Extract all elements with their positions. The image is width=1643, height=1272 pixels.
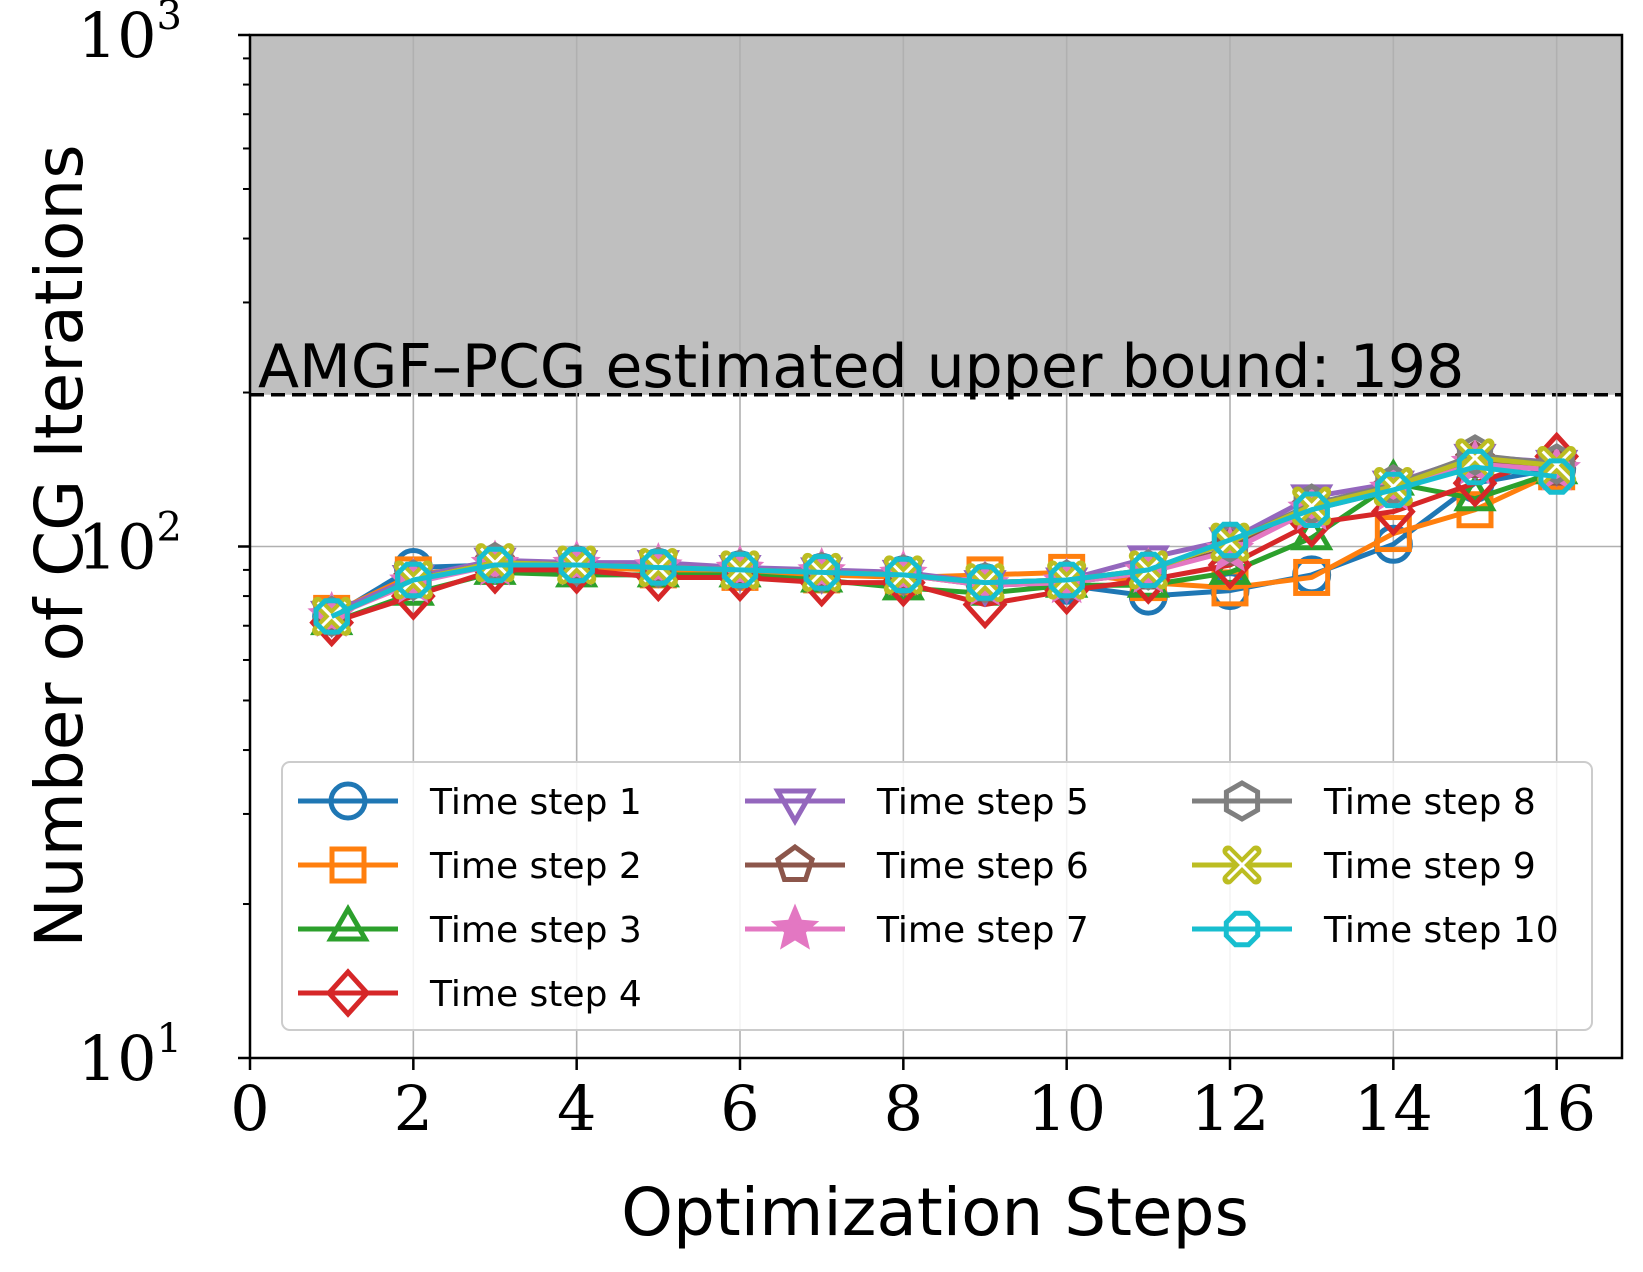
x-tick-label: 4 [557, 1072, 596, 1145]
legend-item-3: Time step 3 [298, 903, 642, 951]
series-8 [313, 434, 1575, 638]
data-point [558, 546, 595, 584]
legend-label: Time step 3 [429, 910, 642, 951]
legend-label: Time step 5 [876, 782, 1089, 823]
series-line [330, 464, 1557, 619]
series-line [330, 454, 1558, 625]
legend-label: Time step 4 [429, 974, 642, 1015]
legend-item-5: Time step 5 [745, 782, 1089, 827]
legend-item-8: Time step 8 [1192, 780, 1536, 823]
legend-marker [328, 781, 368, 821]
legend-label: Time step 9 [1323, 846, 1536, 887]
x-tick-label: 2 [394, 1072, 433, 1145]
x-tick-label: 16 [1517, 1072, 1596, 1145]
legend-label: Time step 10 [1323, 910, 1559, 951]
legend-marker [1223, 910, 1261, 948]
x-tick-label: 0 [230, 1072, 269, 1145]
legend-marker [773, 788, 817, 827]
x-tick-label: 6 [720, 1072, 759, 1145]
legend-item-9: Time step 9 [1192, 845, 1536, 887]
data-point [1456, 448, 1494, 486]
data-point [1374, 515, 1412, 553]
legend-item-1: Time step 1 [298, 781, 642, 823]
series-line [330, 469, 1558, 625]
data-point [885, 556, 922, 594]
data-point [1293, 491, 1330, 528]
x-tick-label: 10 [1027, 1072, 1106, 1145]
legend-marker [774, 843, 816, 883]
legend-marker [326, 903, 370, 942]
y-tick-label: 102 [78, 505, 182, 584]
legend-box [281, 761, 1593, 1031]
x-tick-label: 12 [1191, 1072, 1270, 1145]
data-point [803, 554, 840, 591]
data-point [1375, 471, 1412, 509]
legend-item-6: Time step 6 [745, 843, 1089, 887]
legend-label: Time step 6 [876, 846, 1089, 887]
series-10 [313, 448, 1575, 635]
legend-label: Time step 7 [876, 910, 1089, 951]
data-point [313, 598, 350, 635]
data-point [395, 561, 432, 599]
legend-item-10: Time step 10 [1192, 910, 1559, 951]
data-point [640, 549, 677, 586]
legend-marker [1223, 780, 1261, 822]
data-point [476, 546, 514, 584]
upper-bound-label: AMGF–PCG estimated upper bound: 198 [258, 332, 1464, 402]
x-tick-label: 14 [1354, 1072, 1433, 1145]
x-axis-label: Optimization Steps [621, 1174, 1249, 1251]
legend-marker [329, 846, 367, 884]
legend-marker [770, 903, 820, 950]
legend-item-4: Time step 4 [298, 968, 642, 1018]
legend-item-2: Time step 2 [298, 846, 642, 887]
legend-label: Time step 2 [429, 846, 642, 887]
data-point [721, 551, 759, 589]
data-point [1130, 551, 1167, 589]
legend-label: Time step 1 [429, 782, 642, 823]
data-point [1538, 458, 1575, 495]
y-axis-label: Number of CG Iterations [21, 144, 98, 947]
legend-marker [325, 968, 371, 1018]
legend-item-7: Time step 7 [745, 903, 1089, 951]
y-tick-label: 103 [78, 0, 182, 72]
data-point [1048, 561, 1085, 599]
x-tick-label: 8 [884, 1072, 923, 1145]
data-point [1211, 521, 1249, 559]
data-point [966, 564, 1004, 601]
legend-label: Time step 8 [1323, 782, 1536, 823]
legend: Time step 1 Time step 2 Time step 3 Time st… [281, 761, 1593, 1031]
data-point [1293, 558, 1331, 596]
legend-marker [1222, 845, 1262, 885]
y-tick-label: 101 [78, 1016, 182, 1095]
